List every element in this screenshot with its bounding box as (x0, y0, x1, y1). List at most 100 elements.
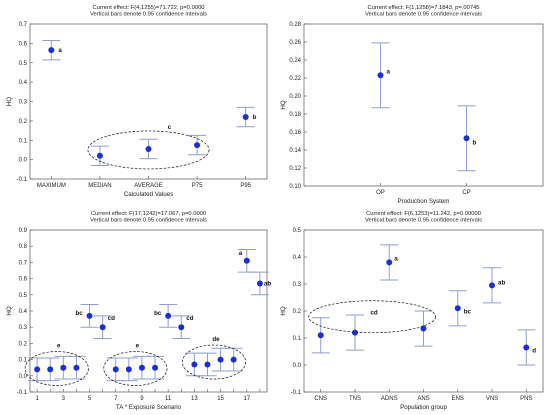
y-tick-label: 0.2 (293, 309, 302, 315)
group-letter-label: a (58, 47, 62, 54)
mean-point (138, 364, 145, 371)
y-tick-label: 0.7 (19, 260, 28, 266)
y-tick-label: 0.18 (289, 112, 301, 118)
group-letter-label: a (394, 255, 398, 262)
y-tick-label: 0.6 (19, 41, 28, 47)
y-tick-label: 0.7 (19, 22, 28, 28)
x-tick-label: 7 (114, 396, 118, 402)
x-tick-label: 17 (243, 396, 250, 402)
y-tick-label: 0.1 (19, 138, 28, 144)
x-tick-label: 1 (35, 396, 39, 402)
group-ellipse (182, 344, 247, 380)
y-tick-label: -0.1 (17, 177, 28, 183)
y-tick-label: 0.12 (289, 166, 301, 172)
group-letter-label: cd (186, 315, 193, 322)
y-axis-title: HQ (280, 100, 287, 109)
mean-point (125, 366, 132, 373)
mean-point (242, 114, 249, 120)
x-tick-label: VNS (486, 396, 498, 402)
y-tick-label: 0.3 (293, 282, 302, 288)
y-axis-title: HQ (6, 97, 13, 106)
mean-point (60, 364, 67, 371)
x-tick-label: ENS (452, 396, 464, 402)
group-letter-label: ab (498, 279, 505, 286)
x-axis-title: Calculated Values (124, 191, 173, 198)
chart-header-line: Current effect: F(6,1253)=11.242, p=0.00… (366, 211, 481, 217)
y-axis-title: HQ (280, 306, 287, 315)
group-letter-label: bc (76, 310, 84, 317)
chart-header-line: Vertical bars denote 0.95 confidence int… (90, 12, 207, 18)
mean-point (386, 259, 393, 266)
mean-point (351, 329, 358, 336)
chart-header-line: Vertical bars denote 0.95 confidence int… (90, 218, 207, 224)
x-tick-label: CP (462, 190, 470, 196)
plot-frame (303, 23, 544, 187)
x-tick-label: 3 (62, 396, 66, 402)
chart-header-line: Current effect: F(4,1255)=71.722, p=0.00… (92, 5, 204, 11)
mean-point (454, 305, 461, 312)
x-tick-label: 5 (88, 396, 92, 402)
chart-header-line: Current effect: F(17,1242)=17.067, p=0.0… (91, 211, 206, 217)
x-tick-label: PNS (520, 396, 532, 402)
group-letter-label: bc (464, 308, 472, 315)
group-ellipse-label: c (168, 124, 172, 131)
mean-point (489, 282, 496, 289)
y-tick-label: 0.14 (289, 148, 301, 154)
group-letter-label: b (473, 139, 477, 146)
group-ellipse (308, 300, 436, 334)
y-tick-label: 0.2 (19, 119, 28, 125)
group-letter-label: bc (154, 310, 162, 317)
x-axis-title: Population group (400, 404, 447, 411)
x-tick-label: 15 (217, 396, 224, 402)
y-tick-label: 0.2 (19, 341, 28, 347)
mean-point (256, 280, 263, 287)
group-ellipse-label: de (212, 336, 220, 343)
y-tick-label: 0.1 (19, 358, 28, 364)
x-tick-label: 9 (140, 396, 144, 402)
plot-frame (29, 229, 268, 393)
y-tick-label: 0.26 (289, 40, 301, 46)
group-ellipse (103, 351, 168, 386)
group-ellipse-label: e (57, 343, 61, 350)
y-tick-label: 0.3 (19, 100, 28, 106)
x-tick-label: P75 (192, 183, 203, 189)
x-tick-label: 13 (191, 396, 198, 402)
mean-point (377, 72, 384, 79)
y-tick-label: 0.5 (19, 61, 28, 67)
mean-point (463, 135, 470, 142)
mean-point (178, 324, 185, 331)
y-tick-label: 0.6 (19, 277, 28, 283)
group-letter-label: a (386, 68, 390, 75)
y-tick-label: 0.3 (19, 325, 28, 331)
y-tick-label: 0.5 (293, 228, 302, 234)
x-tick-label: ANS (417, 396, 429, 402)
mean-point (96, 152, 103, 159)
mean-point (34, 366, 41, 373)
group-letter-label: d (532, 347, 536, 354)
chart-panel-4: Current effect: F(6,1253)=11.242, p=0.00… (280, 211, 544, 411)
group-ellipse-label: e (136, 343, 140, 350)
y-tick-label: 0.8 (19, 244, 28, 250)
x-axis-title: Production System (398, 198, 450, 205)
y-tick-label: 0.16 (289, 130, 301, 136)
mean-point (112, 366, 119, 373)
chart-panel-3: Current effect: F(17,1242)=17.067, p=0.0… (6, 211, 271, 411)
group-letter-label: a (239, 250, 243, 257)
x-tick-label: CNS (314, 396, 327, 402)
chart-header-line: Vertical bars denote 0.95 confidence int… (365, 12, 482, 18)
chart-panel-1: Current effect: F(4,1255)=71.722, p=0.00… (6, 5, 268, 198)
mean-point (420, 325, 427, 332)
mean-point (523, 344, 530, 351)
x-tick-label: MAXIMUM (37, 183, 66, 189)
mean-point (230, 356, 237, 363)
y-tick-label: 0.20 (289, 94, 301, 100)
y-tick-label: -0.1 (17, 390, 28, 396)
x-tick-label: AVERAGE (134, 183, 163, 189)
y-tick-label: 0.10 (289, 184, 301, 190)
mean-point (243, 257, 250, 264)
y-tick-label: 0.0 (19, 374, 28, 380)
mean-point (47, 366, 54, 373)
group-letter-label: cd (108, 315, 115, 322)
x-tick-label: OP (376, 190, 385, 196)
